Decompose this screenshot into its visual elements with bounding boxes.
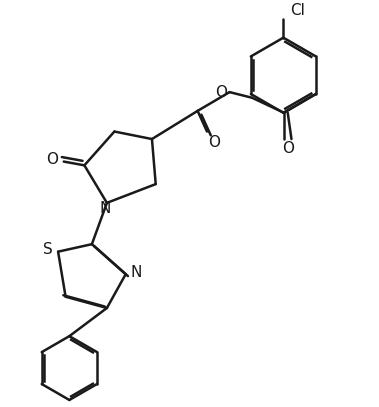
Text: O: O	[215, 85, 227, 100]
Text: O: O	[282, 141, 294, 156]
Text: N: N	[130, 265, 142, 280]
Text: Cl: Cl	[290, 3, 305, 18]
Text: O: O	[46, 152, 58, 167]
Text: S: S	[43, 242, 52, 257]
Text: N: N	[99, 201, 111, 216]
Text: O: O	[208, 135, 221, 150]
